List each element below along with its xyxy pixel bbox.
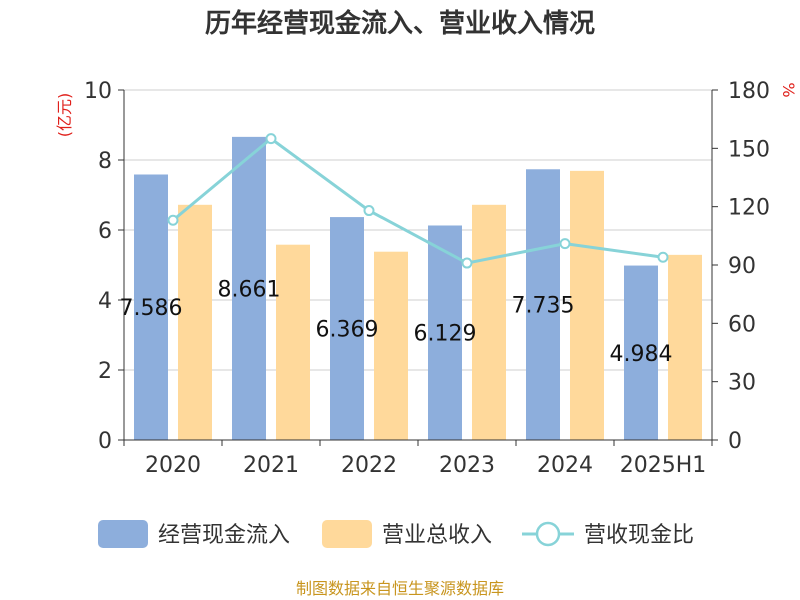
data-label-cash-inflow: 6.369 xyxy=(316,318,379,343)
right-axis-unit: % xyxy=(779,82,798,97)
bar-cash-inflow xyxy=(624,265,658,440)
data-labels: 7.586 8.661 6.369 6.129 7.735 4.984 xyxy=(120,277,673,366)
legend-label-revenue: 营业总收入 xyxy=(382,523,492,548)
legend-swatch-revenue xyxy=(322,520,372,548)
bar-cash-inflow xyxy=(134,174,168,441)
gridlines xyxy=(124,89,712,371)
x-tick-label: 2024 xyxy=(537,453,593,478)
ratio-point xyxy=(657,251,669,263)
bar-revenue xyxy=(374,251,408,440)
bar-revenue xyxy=(472,204,506,440)
ratio-point xyxy=(559,238,571,250)
ratio-point xyxy=(167,214,179,226)
legend: 经营现金流入 营业总收入 营收现金比 xyxy=(98,520,694,548)
right-tick-label: 120 xyxy=(728,196,770,221)
right-tick-label: 150 xyxy=(728,137,770,162)
data-label-cash-inflow: 8.661 xyxy=(218,277,281,302)
legend-marker-ratio xyxy=(535,521,561,547)
data-label-cash-inflow: 4.984 xyxy=(610,342,673,367)
bars xyxy=(134,136,702,441)
data-label-cash-inflow: 6.129 xyxy=(414,322,477,347)
ratio-point xyxy=(363,205,375,217)
x-tick-label: 2020 xyxy=(145,453,201,478)
bar-cash-inflow xyxy=(330,217,364,440)
left-tick-label: 6 xyxy=(98,219,112,244)
left-tick-label: 4 xyxy=(98,289,112,314)
bar-revenue xyxy=(276,244,310,440)
bar-revenue xyxy=(570,170,604,440)
x-tick-label: 2022 xyxy=(341,453,397,478)
legend-swatch-cash-inflow xyxy=(98,520,148,548)
axes: 0 2 4 6 8 10 0 30 60 90 120 150 180 2020 2021 2022 2023 2… xyxy=(84,79,770,478)
bar-revenue xyxy=(668,254,702,440)
source-note: 制图数据来自恒生聚源数据库 xyxy=(296,579,504,598)
data-label-cash-inflow: 7.735 xyxy=(512,294,575,319)
legend-label-cash-inflow: 经营现金流入 xyxy=(158,523,290,548)
left-tick-label: 2 xyxy=(98,359,112,384)
ratio-point xyxy=(265,133,277,145)
chart-title: 历年经营现金流入、营业收入情况 xyxy=(205,8,595,39)
x-tick-label: 2025H1 xyxy=(620,453,707,478)
left-tick-label: 0 xyxy=(98,429,112,454)
right-tick-label: 0 xyxy=(728,429,742,454)
right-tick-label: 60 xyxy=(728,312,756,337)
ratio-series-line xyxy=(172,136,664,265)
right-tick-label: 180 xyxy=(728,79,770,104)
left-tick-label: 10 xyxy=(84,79,112,104)
x-tick-label: 2023 xyxy=(439,453,495,478)
ratio-line xyxy=(167,133,669,269)
bar-revenue xyxy=(178,204,212,440)
data-label-cash-inflow: 7.586 xyxy=(120,296,183,321)
ratio-point xyxy=(461,257,473,269)
x-tick-label: 2021 xyxy=(243,453,299,478)
bar-cash-inflow xyxy=(232,136,266,441)
bar-cash-inflow xyxy=(526,169,560,440)
legend-label-ratio: 营收现金比 xyxy=(584,523,694,548)
right-tick-label: 90 xyxy=(728,254,756,279)
bar-cash-inflow xyxy=(428,225,462,440)
left-tick-label: 8 xyxy=(98,149,112,174)
left-axis-unit: (亿元) xyxy=(55,93,74,138)
right-tick-label: 30 xyxy=(728,371,756,396)
